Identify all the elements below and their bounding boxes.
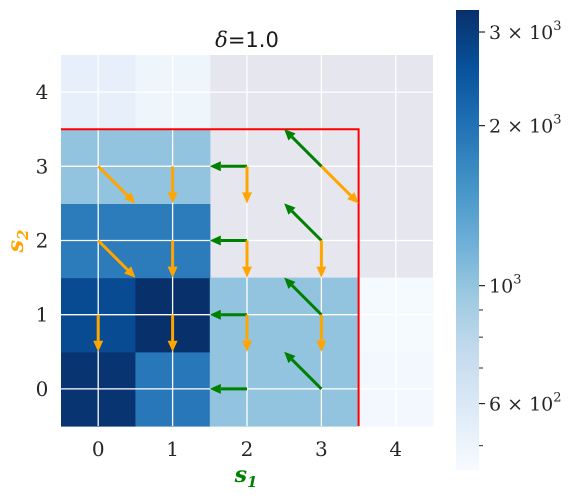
arrow-head xyxy=(242,266,252,278)
arrow-head xyxy=(316,340,327,352)
red-boundary xyxy=(61,128,360,426)
arrow-shaft xyxy=(97,165,129,197)
arrow-shaft xyxy=(290,358,323,390)
arrow-head xyxy=(347,192,359,204)
x-tick-label: 0 xyxy=(92,437,105,461)
policy-arrow xyxy=(284,203,323,242)
y-axis-label-sub: 2 xyxy=(14,230,32,241)
policy-arrow xyxy=(320,165,359,204)
colorbar-tick-exponent: 3 xyxy=(513,273,521,288)
y-axis-label: s2 xyxy=(3,230,32,254)
policy-arrow xyxy=(284,129,323,168)
y-tick-label: 4 xyxy=(36,80,49,104)
y-tick-labels: 0 1 2 3 4 xyxy=(36,80,49,401)
x-axis-label-sub: 1 xyxy=(247,473,257,491)
colorbar-tick-mantissa: 2 × 10 xyxy=(489,116,553,138)
arrow-head xyxy=(209,383,221,394)
arrow-shaft xyxy=(97,239,129,271)
colorbar-gradient xyxy=(456,10,479,470)
policy-arrow xyxy=(97,165,136,204)
policy-arrow xyxy=(316,240,327,278)
arrow-head xyxy=(284,203,296,215)
policy-arrow xyxy=(167,240,178,278)
x-axis-label-base: s xyxy=(234,462,247,488)
x-tick-label: 3 xyxy=(315,437,328,461)
title-value: =1.0 xyxy=(228,28,279,52)
policy-arrow xyxy=(167,166,178,204)
arrow-head xyxy=(167,192,178,204)
arrow-head xyxy=(167,266,178,278)
colorbar-tick-label: 3 × 103 xyxy=(489,19,562,44)
arrow-head xyxy=(284,277,296,289)
colorbar-tick-label: 6 × 102 xyxy=(489,391,562,416)
policy-arrow xyxy=(316,314,327,352)
y-axis-label-base: s xyxy=(3,240,29,253)
plot-area xyxy=(61,55,434,427)
y-tick-label: 3 xyxy=(36,154,49,178)
x-tick-label: 1 xyxy=(166,437,179,461)
arrow-shaft xyxy=(290,135,323,168)
chart-title: δ=1.0 xyxy=(215,28,279,52)
x-axis-label: s1 xyxy=(234,462,258,491)
y-tick-label: 2 xyxy=(36,229,49,253)
colorbar-tick-exponent: 3 xyxy=(553,113,561,128)
policy-arrow xyxy=(284,351,323,390)
arrow-head xyxy=(284,129,296,141)
colorbar-tick-mantissa: 3 × 10 xyxy=(489,22,553,44)
policy-arrow xyxy=(242,166,252,204)
policy-arrow xyxy=(242,314,252,352)
policy-arrow xyxy=(209,309,247,320)
title-symbol: δ xyxy=(215,28,228,52)
policy-arrow xyxy=(97,239,136,278)
policy-arrow xyxy=(209,383,247,394)
colorbar-tick-exponent: 3 xyxy=(553,19,561,34)
arrow-head xyxy=(93,340,104,352)
colorbar-tick-label: 2 × 103 xyxy=(489,113,562,138)
x-tick-label: 2 xyxy=(241,437,254,461)
arrow-head xyxy=(242,192,252,204)
policy-arrow xyxy=(209,161,247,172)
x-tick-labels: 0 1 2 3 4 xyxy=(92,437,402,461)
colorbar-tick-mantissa: 10 xyxy=(489,276,513,298)
policy-arrows xyxy=(93,129,359,394)
policy-arrow xyxy=(284,277,323,316)
policy-arrow xyxy=(167,314,178,352)
arrow-head xyxy=(124,192,136,204)
arrow-head xyxy=(209,161,221,172)
arrow-head xyxy=(209,235,221,246)
arrow-head xyxy=(284,351,296,364)
arrow-shaft xyxy=(290,210,323,242)
arrow-shaft xyxy=(320,165,352,197)
colorbar-tick-mantissa: 6 × 10 xyxy=(489,394,553,416)
arrow-head xyxy=(242,340,252,352)
x-tick-label: 4 xyxy=(389,437,402,461)
y-tick-label: 1 xyxy=(36,303,49,327)
policy-arrow xyxy=(93,314,104,352)
colorbar-tick-exponent: 2 xyxy=(553,391,561,406)
arrow-head xyxy=(124,266,136,278)
arrow-head xyxy=(209,309,221,320)
colorbar-tick-label: 103 xyxy=(489,273,521,298)
policy-arrow xyxy=(209,235,247,246)
arrow-shaft xyxy=(290,284,323,316)
policy-arrow xyxy=(242,240,252,278)
boundary-line xyxy=(61,128,360,426)
arrow-head xyxy=(167,340,178,352)
arrow-head xyxy=(316,266,327,278)
y-tick-label: 0 xyxy=(36,377,49,401)
